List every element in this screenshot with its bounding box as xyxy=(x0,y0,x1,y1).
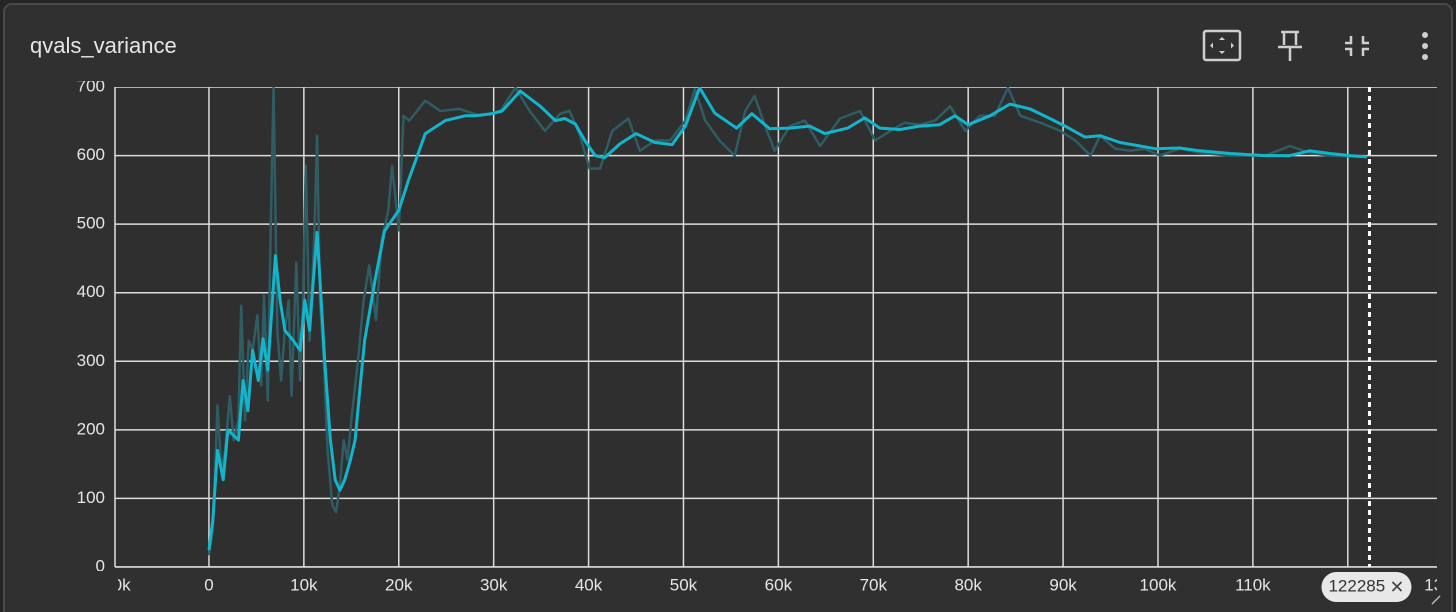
series xyxy=(207,87,1367,556)
cursor-chip xyxy=(1321,572,1412,602)
x-tick-label: 20k xyxy=(385,575,413,594)
grid xyxy=(115,87,1437,567)
x-tick-label: 40k xyxy=(575,575,603,594)
x-tick-label: 10k xyxy=(290,575,318,594)
x-tick-label: 80k xyxy=(954,575,982,594)
y-tick-label: 0 xyxy=(96,556,105,575)
x-tick-label: 0 xyxy=(204,575,213,594)
cursor-label: 122285 xyxy=(1328,576,1385,595)
toolbar xyxy=(1202,29,1428,62)
y-tick-label: 100 xyxy=(77,488,105,507)
x-tick-label: 50k xyxy=(670,575,698,594)
y-tick-label: 400 xyxy=(77,282,105,301)
x-tick-label: 100k xyxy=(1140,575,1177,594)
y-tick-label: 700 xyxy=(77,76,105,95)
x-tick-label: 30k xyxy=(480,575,508,594)
series-line xyxy=(207,87,1367,551)
x-tick-label: 60k xyxy=(765,575,793,594)
fit-button[interactable] xyxy=(1202,29,1242,62)
y-tick-label: 500 xyxy=(77,214,105,233)
x-tick-label: 110k xyxy=(1235,575,1271,594)
x-tick-label: 130k xyxy=(1424,575,1456,594)
x-tick-label: 90k xyxy=(1049,575,1077,594)
x-tick-label: 70k xyxy=(860,575,888,594)
menu-button[interactable] xyxy=(1422,32,1428,60)
y-tick-label: 200 xyxy=(77,419,105,438)
chart-title: qvals_variance xyxy=(30,33,177,58)
y-axis: 0 100 200 300 400 500 600 700 xyxy=(77,76,105,575)
x-axis: -10k 0 10k 20k 30k 40k 50k 60k 70k 80k 90k 100k 110k… xyxy=(98,575,1456,594)
pin-button[interactable] xyxy=(1278,30,1302,61)
y-tick-label: 600 xyxy=(77,145,105,164)
cursor: 122285 xyxy=(1321,87,1412,602)
x-tick-label: -10k xyxy=(98,575,132,594)
resize-handle[interactable] xyxy=(1431,595,1441,605)
cursor-close[interactable] xyxy=(1391,581,1403,592)
y-tick-label: 300 xyxy=(77,351,105,370)
series-line xyxy=(207,87,1367,556)
plot-area xyxy=(115,87,1437,567)
collapse-button[interactable] xyxy=(1345,36,1369,56)
